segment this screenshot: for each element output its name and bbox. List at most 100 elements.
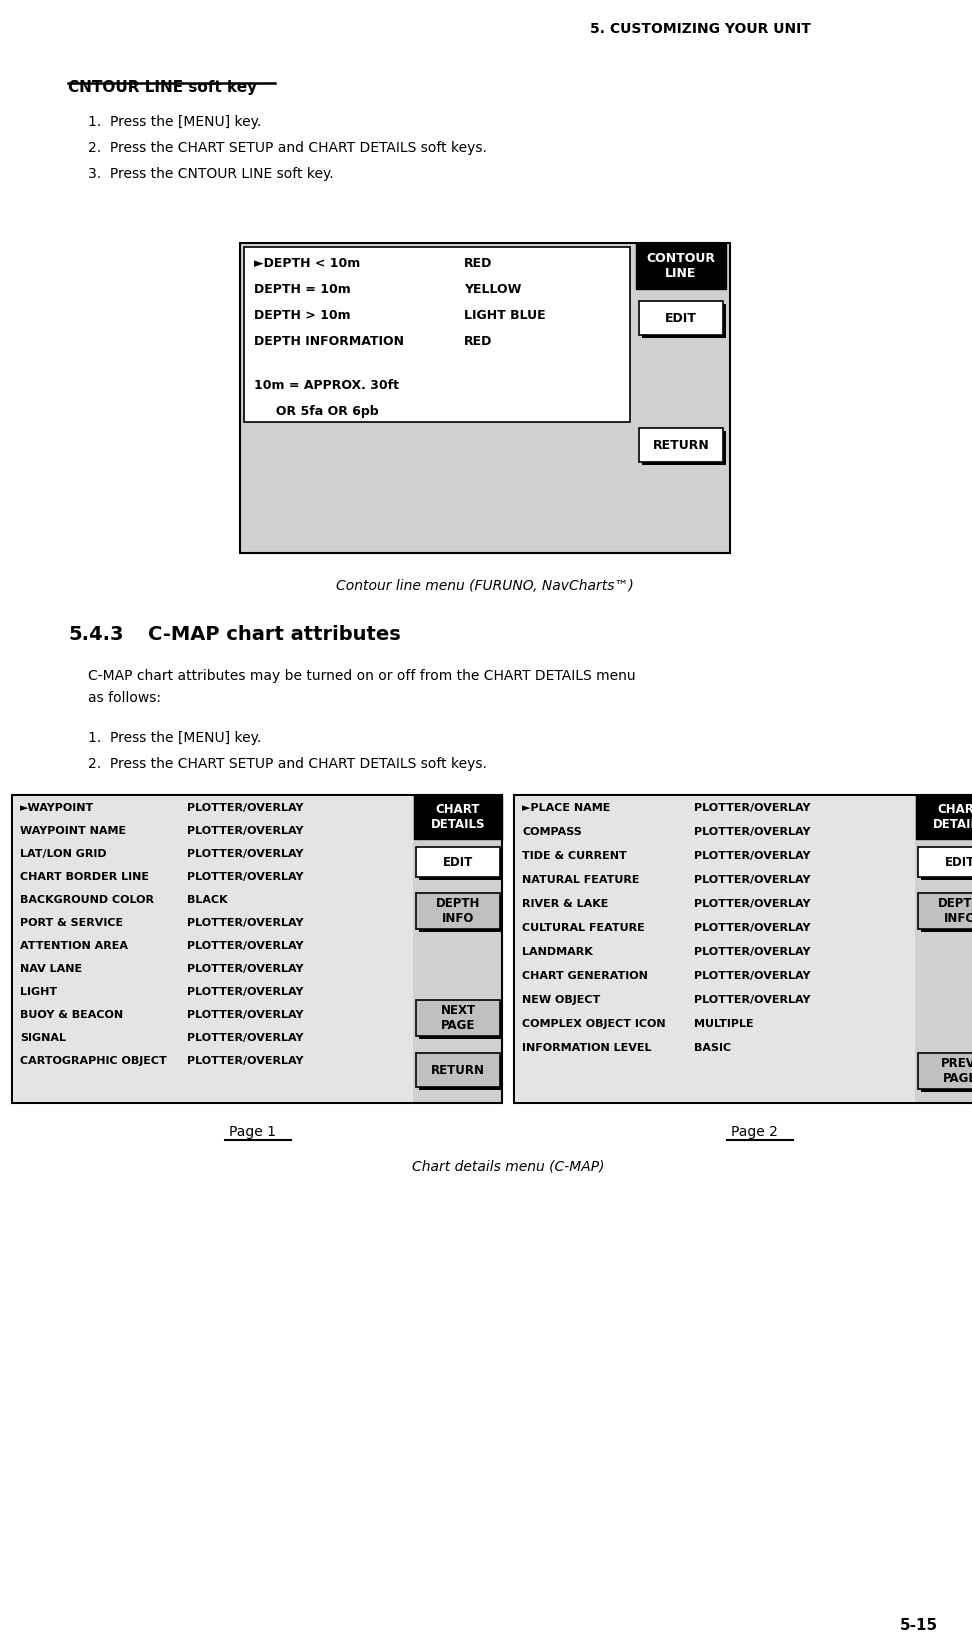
Text: LAT/LON GRID: LAT/LON GRID — [20, 850, 107, 859]
Text: RETURN: RETURN — [652, 438, 710, 451]
Text: 10m = APPROX. 30ft: 10m = APPROX. 30ft — [254, 379, 399, 392]
Text: CHART GENERATION: CHART GENERATION — [522, 971, 648, 980]
Text: ►PLACE NAME: ►PLACE NAME — [522, 802, 610, 814]
Text: EDIT: EDIT — [945, 856, 972, 869]
Bar — [12, 796, 502, 1103]
Text: Page 2: Page 2 — [731, 1124, 778, 1139]
Text: PLOTTER/OVERLAY: PLOTTER/OVERLAY — [187, 850, 303, 859]
Bar — [416, 846, 500, 877]
Bar — [419, 1056, 503, 1090]
Text: EDIT: EDIT — [665, 312, 697, 325]
Text: NEXT
PAGE: NEXT PAGE — [440, 1003, 475, 1033]
Text: CHART
DETAILS: CHART DETAILS — [933, 802, 972, 832]
Bar — [918, 846, 972, 877]
Bar — [918, 894, 972, 930]
Text: LIGHT BLUE: LIGHT BLUE — [464, 309, 545, 322]
Text: as follows:: as follows: — [88, 691, 161, 704]
Bar — [419, 850, 503, 881]
Bar — [515, 796, 915, 1101]
Text: DEPTH = 10m: DEPTH = 10m — [254, 283, 351, 296]
Text: CULTURAL FEATURE: CULTURAL FEATURE — [522, 923, 644, 933]
Text: PLOTTER/OVERLAY: PLOTTER/OVERLAY — [694, 899, 811, 909]
Text: PLOTTER/OVERLAY: PLOTTER/OVERLAY — [187, 1010, 303, 1020]
Text: PLOTTER/OVERLAY: PLOTTER/OVERLAY — [187, 873, 303, 882]
Text: RED: RED — [464, 257, 493, 270]
Bar — [639, 301, 723, 335]
Text: Contour line menu (FURUNO, NavCharts™): Contour line menu (FURUNO, NavCharts™) — [336, 578, 634, 593]
Text: C-MAP chart attributes may be turned on or off from the CHART DETAILS menu: C-MAP chart attributes may be turned on … — [88, 668, 636, 683]
Text: DEPTH
INFO: DEPTH INFO — [435, 897, 480, 925]
Text: 5.4.3: 5.4.3 — [68, 624, 123, 644]
Bar — [514, 796, 972, 1103]
Text: PLOTTER/OVERLAY: PLOTTER/OVERLAY — [187, 964, 303, 974]
Text: LIGHT: LIGHT — [20, 987, 57, 997]
Bar — [636, 243, 726, 289]
Text: PLOTTER/OVERLAY: PLOTTER/OVERLAY — [694, 874, 811, 886]
Text: LANDMARK: LANDMARK — [522, 948, 593, 958]
Text: RETURN: RETURN — [431, 1064, 485, 1077]
Text: PLOTTER/OVERLAY: PLOTTER/OVERLAY — [187, 1056, 303, 1065]
Bar — [414, 796, 502, 838]
Text: Chart details menu (C-MAP): Chart details menu (C-MAP) — [412, 1159, 605, 1173]
Text: Page 1: Page 1 — [229, 1124, 276, 1139]
Bar — [642, 431, 726, 466]
Text: ►WAYPOINT: ►WAYPOINT — [20, 802, 94, 814]
Text: CHART
DETAILS: CHART DETAILS — [431, 802, 485, 832]
Bar — [642, 304, 726, 338]
Text: NATURAL FEATURE: NATURAL FEATURE — [522, 874, 640, 886]
Text: ►DEPTH < 10m: ►DEPTH < 10m — [254, 257, 361, 270]
Text: PLOTTER/OVERLAY: PLOTTER/OVERLAY — [187, 918, 303, 928]
Text: 1.  Press the [MENU] key.: 1. Press the [MENU] key. — [88, 730, 261, 745]
Bar — [921, 895, 972, 931]
Text: 1.  Press the [MENU] key.: 1. Press the [MENU] key. — [88, 114, 261, 129]
Bar — [916, 796, 972, 838]
Text: CARTOGRAPHIC OBJECT: CARTOGRAPHIC OBJECT — [20, 1056, 167, 1065]
Text: BACKGROUND COLOR: BACKGROUND COLOR — [20, 895, 154, 905]
Text: PLOTTER/OVERLAY: PLOTTER/OVERLAY — [694, 971, 811, 980]
Text: BASIC: BASIC — [694, 1042, 731, 1052]
Text: MULTIPLE: MULTIPLE — [694, 1020, 753, 1029]
Text: 3.  Press the CNTOUR LINE soft key.: 3. Press the CNTOUR LINE soft key. — [88, 167, 333, 181]
Bar — [921, 1056, 972, 1092]
Text: BLACK: BLACK — [187, 895, 227, 905]
Text: PLOTTER/OVERLAY: PLOTTER/OVERLAY — [694, 802, 811, 814]
Text: COMPASS: COMPASS — [522, 827, 582, 837]
Text: PLOTTER/OVERLAY: PLOTTER/OVERLAY — [694, 923, 811, 933]
Bar — [416, 894, 500, 930]
Text: PLOTTER/OVERLAY: PLOTTER/OVERLAY — [694, 827, 811, 837]
Bar — [416, 1000, 500, 1036]
Bar — [419, 1003, 503, 1039]
Text: C-MAP chart attributes: C-MAP chart attributes — [148, 624, 400, 644]
Bar — [416, 1052, 500, 1087]
Text: DEPTH
INFO: DEPTH INFO — [938, 897, 972, 925]
Text: 5. CUSTOMIZING YOUR UNIT: 5. CUSTOMIZING YOUR UNIT — [590, 21, 811, 36]
Text: PLOTTER/OVERLAY: PLOTTER/OVERLAY — [694, 948, 811, 958]
Text: PLOTTER/OVERLAY: PLOTTER/OVERLAY — [187, 827, 303, 837]
Bar — [244, 247, 630, 422]
Text: CONTOUR
LINE: CONTOUR LINE — [646, 252, 715, 279]
Text: RED: RED — [464, 335, 493, 348]
Text: PLOTTER/OVERLAY: PLOTTER/OVERLAY — [694, 851, 811, 861]
Text: BUOY & BEACON: BUOY & BEACON — [20, 1010, 123, 1020]
Text: CHART BORDER LINE: CHART BORDER LINE — [20, 873, 149, 882]
Bar — [13, 796, 413, 1101]
Text: PLOTTER/OVERLAY: PLOTTER/OVERLAY — [187, 987, 303, 997]
Bar — [419, 895, 503, 931]
Text: PLOTTER/OVERLAY: PLOTTER/OVERLAY — [187, 1033, 303, 1042]
Text: 2.  Press the CHART SETUP and CHART DETAILS soft keys.: 2. Press the CHART SETUP and CHART DETAI… — [88, 141, 487, 155]
Bar — [921, 850, 972, 881]
Text: PORT & SERVICE: PORT & SERVICE — [20, 918, 123, 928]
Bar — [918, 1052, 972, 1088]
Text: PLOTTER/OVERLAY: PLOTTER/OVERLAY — [187, 802, 303, 814]
Text: SIGNAL: SIGNAL — [20, 1033, 66, 1042]
Text: DEPTH INFORMATION: DEPTH INFORMATION — [254, 335, 404, 348]
Text: EDIT: EDIT — [443, 856, 473, 869]
Text: ATTENTION AREA: ATTENTION AREA — [20, 941, 128, 951]
Text: TIDE & CURRENT: TIDE & CURRENT — [522, 851, 627, 861]
Text: NAV LANE: NAV LANE — [20, 964, 82, 974]
Text: 5-15: 5-15 — [900, 1618, 938, 1632]
Text: INFORMATION LEVEL: INFORMATION LEVEL — [522, 1042, 651, 1052]
Text: YELLOW: YELLOW — [464, 283, 521, 296]
Text: WAYPOINT NAME: WAYPOINT NAME — [20, 827, 126, 837]
Bar — [639, 428, 723, 462]
